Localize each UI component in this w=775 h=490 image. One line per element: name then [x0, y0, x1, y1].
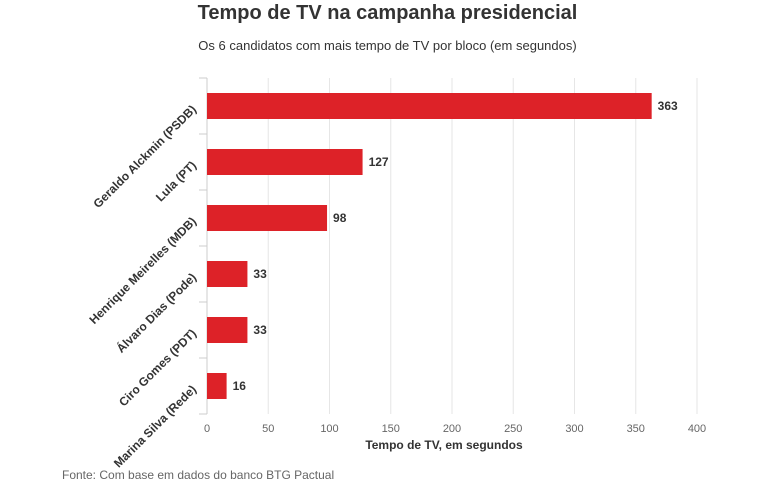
bar-value-label: 33	[253, 267, 267, 281]
category-label: Geraldo Alckmin (PSDB)	[91, 102, 200, 211]
gridlines	[206, 78, 698, 414]
bar-6	[207, 373, 227, 399]
x-axis-title: Tempo de TV, em segundos	[365, 438, 523, 452]
bar-3	[207, 205, 328, 231]
bar-2	[207, 149, 363, 175]
x-tick-label: 0	[204, 423, 210, 435]
bar-value-label: 98	[333, 211, 347, 225]
x-tick-label: 250	[504, 423, 522, 435]
bar-5	[207, 317, 248, 343]
bar-1	[207, 93, 652, 119]
category-label: Henrique Meirelles (MDB)	[86, 214, 199, 327]
x-tick-label: 100	[320, 423, 338, 435]
bar-value-label: 16	[233, 379, 247, 393]
labels: 0 50 100 150 200 250 300 350 400 363 Geraldo Alckm…	[86, 99, 706, 470]
bar-value-label: 363	[658, 99, 678, 113]
bar-value-label: 33	[253, 323, 267, 337]
x-tick-label: 350	[627, 423, 645, 435]
axes	[199, 77, 208, 415]
bars	[207, 93, 652, 399]
category-label: Lula (PT)	[153, 158, 199, 204]
x-tick-label: 400	[688, 423, 706, 435]
x-tick-label: 300	[565, 423, 583, 435]
x-tick-label: 50	[262, 423, 274, 435]
chart-title: Tempo de TV na campanha presidencial	[197, 2, 578, 24]
bar-value-label: 127	[369, 155, 389, 169]
bar-4	[207, 261, 248, 287]
x-tick-label: 150	[382, 423, 400, 435]
x-tick-label: 200	[443, 423, 461, 435]
source-note: Fonte: Com base em dados do banco BTG Pa…	[62, 468, 335, 482]
chart-subtitle: Os 6 candidatos com mais tempo de TV por…	[198, 38, 577, 53]
